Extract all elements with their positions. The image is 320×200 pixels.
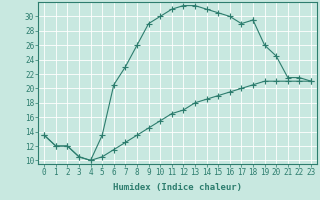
X-axis label: Humidex (Indice chaleur): Humidex (Indice chaleur) (113, 183, 242, 192)
